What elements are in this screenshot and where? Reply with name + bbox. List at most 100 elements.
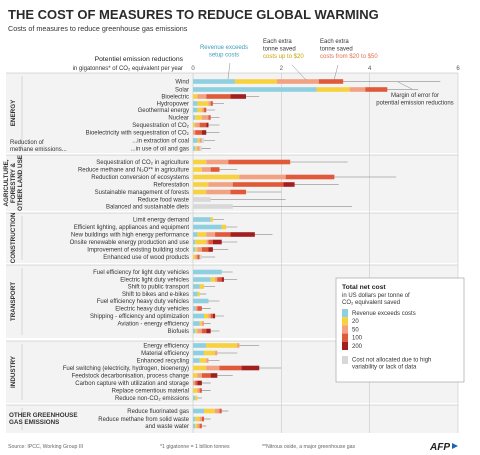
bar-segment-revenue [193, 138, 198, 143]
group-label-agriculture-forestry-other-land-use: AGRICULTURE,FORESTRY &OTHER LAND USE [3, 155, 24, 211]
bar-segment-c50 [215, 350, 218, 356]
bar-segment-c50 [193, 130, 196, 135]
group-label-line: FORESTRY & [10, 162, 17, 203]
row-label-nuclear: Nuclear [168, 116, 189, 122]
bar-segment-c100 [197, 254, 200, 260]
row-label-reduce-fluorinated-gas: Reduce fluorinated gas [127, 409, 189, 415]
bar-segment-c20 [195, 239, 207, 245]
x-tick-label: 6 [456, 66, 460, 72]
bar-segment-c50 [197, 94, 207, 99]
bar-segment-c200 [206, 328, 211, 334]
callout-up-to-20: Each extra [263, 39, 292, 45]
row-label-shift-to-bikes-and-e-bikes: Shift to bikes and e-bikes [122, 292, 189, 298]
bar-segment-na [199, 146, 202, 151]
legend-subtitle: CO₂ equivalent saved [342, 300, 400, 306]
legend-item-label: 100 [352, 336, 363, 342]
chart-subtitle: Costs of measures to reduce greenhouse g… [8, 24, 188, 33]
group-label-line: TRANSPORT [10, 282, 17, 321]
group-label-line: OTHER LAND USE [17, 155, 24, 211]
row-label-methane-group: methane emissions... [10, 147, 67, 153]
bar-segment-c100 [204, 107, 207, 113]
row-label-onsite-renewable-energy-production-and-use: Onsite renewable energy production and u… [70, 240, 190, 246]
bar-segment-c200 [241, 365, 260, 371]
bar-segment-revenue [193, 239, 196, 245]
callout-margin: potential emission reductions [376, 101, 453, 107]
bar-segment-revenue [193, 350, 205, 356]
bar-segment-c20 [210, 277, 216, 282]
bar-segment-c50 [195, 306, 198, 311]
bar-segment-c20 [193, 254, 196, 260]
bar-segment-c100 [365, 87, 388, 92]
bar-segment-c50 [206, 232, 216, 237]
bar-segment-c20 [199, 321, 202, 326]
bar-segment-c100 [201, 416, 205, 422]
legend-item-label: 20 [352, 319, 359, 325]
row-label-in-use-of-oil-and-gas: ...in use of oil and gas [131, 147, 189, 153]
row-label-shift-to-public-transport: Shift to public transport [128, 285, 190, 291]
bar-segment-c20 [197, 232, 207, 237]
group-label-other-greenhouse-gas-emissions: OTHER GREENHOUSE [9, 412, 78, 419]
afp-logo-mark [452, 443, 458, 449]
afp-logo: AFP [429, 442, 450, 453]
bar-segment-c200 [210, 373, 218, 378]
callout-revenue-pointer [227, 62, 231, 80]
bar-segment-c50 [239, 174, 286, 180]
bar-segment-revenue [193, 358, 200, 363]
bar-segment-c200 [221, 277, 224, 282]
row-label-aviation-energy-efficiency: Aviation - energy efficiency [118, 322, 189, 328]
bar-segment-c50 [197, 247, 202, 252]
row-label-balanced-and-sustainable-diets: Balanced and sustainable diets [106, 205, 189, 211]
row-label-electric-light-duty-vehicles: Electric light duty vehicles [120, 278, 189, 284]
bar-segment-c20 [199, 284, 205, 289]
bar-segment-revenue [193, 423, 196, 429]
bar-segment-c20 [193, 174, 240, 180]
bar-segment-c20 [193, 94, 198, 99]
bar-segment-c20 [316, 87, 350, 92]
bar-segment-c50 [208, 101, 211, 106]
group-label-line: INDUSTRY [10, 355, 17, 388]
bar-segment-c100 [195, 130, 202, 135]
bar-segment-revenue [193, 328, 196, 334]
bar-segment-c50 [195, 122, 200, 128]
row-label-sequestration-of-co-in-agriculture: Sequestration of CO₂ in agriculture [96, 160, 189, 166]
bar-segment-c100 [219, 365, 242, 371]
row-label-and-waste-water: and waste water [145, 424, 189, 430]
bar-segment-c100 [206, 94, 231, 99]
bar-segment-c50 [201, 167, 211, 172]
group-label-industry: INDUSTRY [10, 355, 17, 388]
bar-segment-na [199, 254, 202, 260]
bar-segment-c100 [201, 328, 207, 334]
legend-na-label: variability or lack of data [352, 365, 417, 371]
row-label-carbon-capture-with-utilization-and-storage: Carbon capture with utilization and stor… [75, 381, 189, 387]
x-tick-label: 2 [280, 66, 284, 72]
bar-segment-c100 [210, 101, 213, 106]
bar-segment-c50 [206, 159, 229, 165]
row-label-improvement-of-existing-building-stock: Improvement of existing building stock [87, 248, 190, 254]
bar-segment-c20 [204, 408, 216, 414]
bar-segment-c50 [199, 416, 202, 422]
bar-segment-c50 [215, 408, 220, 414]
bar-segment-c200 [212, 313, 216, 319]
row-label-replace-cementious-material: Replace cementious material [112, 389, 189, 395]
source-note: Source: IPCC, Working Group III [8, 444, 83, 450]
bar-segment-c100 [219, 408, 222, 414]
bar-segment-c20 [195, 247, 198, 252]
row-label-in-extraction-of-coal: ...in extraction of coal [132, 139, 189, 145]
row-label-electric-heavy-duty-vehicles: Electric heavy duty vehicles [115, 307, 189, 313]
bar-segment-c20 [221, 224, 227, 230]
row-label-biofuels: Biofuels [168, 329, 189, 335]
row-label-geothermal-energy: Geothermal energy [138, 108, 189, 114]
bar-segment-revenue [193, 416, 196, 422]
callout-margin-pointer [397, 81, 413, 90]
bar-segment-c50 [276, 79, 319, 84]
row-label-shipping-efficiency-and-optimization: Shipping - efficiency and optimization [90, 314, 189, 320]
axis-title: Potentiel emission reductions [95, 56, 184, 63]
group-label-construction: CONSTRUCTION [10, 212, 17, 263]
bar-segment-c50 [237, 343, 240, 348]
group-label-energy: ENERGY [10, 99, 17, 126]
bar-segment-revenue [193, 107, 198, 113]
bar-segment-revenue [193, 277, 211, 282]
bar-segment-c100 [215, 232, 231, 237]
bar-segment-c50 [197, 388, 200, 393]
chart-title: THE COST OF MEASURES TO REDUCE GLOBAL WA… [8, 7, 379, 22]
